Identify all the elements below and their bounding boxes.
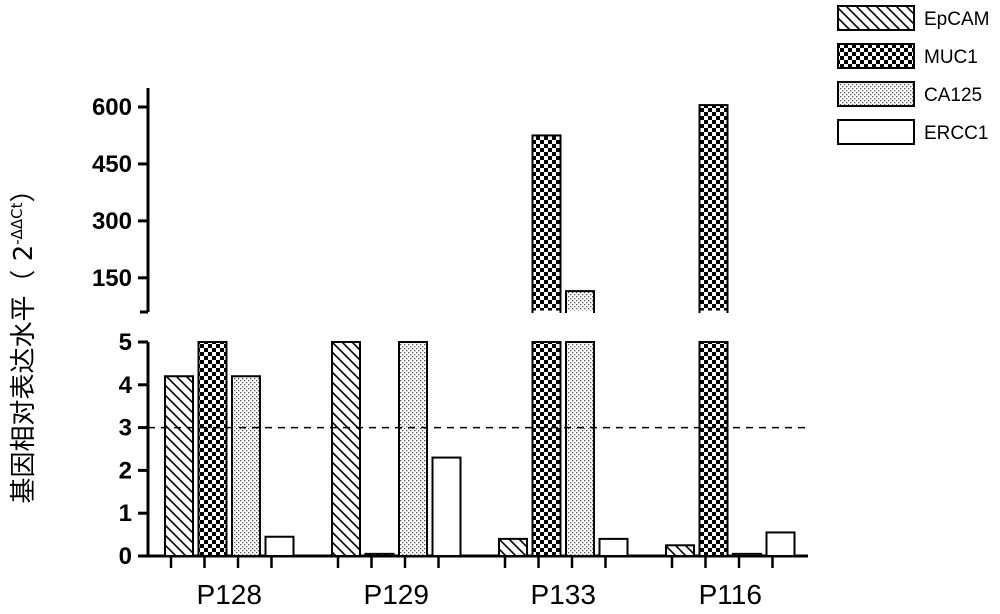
bar-ercc1-p116 <box>767 532 795 556</box>
bar-muc1-p116 <box>700 342 728 556</box>
x-axis-labels: P128 P129 P133 P116 <box>171 556 773 610</box>
y-tick-label-upper: 600 <box>92 94 132 121</box>
bar-ercc1-p129 <box>433 458 461 556</box>
bar-ca125-p116 <box>733 554 761 556</box>
bar-epcam-p133 <box>499 539 527 556</box>
bar-muc1-p129 <box>366 554 394 556</box>
bar-ca125-p133 <box>566 342 594 556</box>
y-axis-label-formula-close: ） <box>9 176 39 202</box>
y-tick-label-upper: 450 <box>92 151 132 178</box>
legend-label-epcam: EpCAM <box>924 9 989 30</box>
legend-swatch-ercc1 <box>838 120 914 144</box>
y-tick-label-lower: 4 <box>119 372 133 399</box>
x-tick-label-p133: P133 <box>531 579 596 610</box>
y-tick-label-lower: 1 <box>119 500 132 527</box>
y-axis-label-main: 基因相对表达水平 <box>9 296 39 504</box>
y-tick-label-upper: 150 <box>92 265 132 292</box>
legend: EpCAM MUC1 CA125 ERCC1 <box>838 6 989 144</box>
x-tick-label-p128: P128 <box>197 579 262 610</box>
x-tick-label-p116: P116 <box>699 579 762 610</box>
x-tick-label-p129: P129 <box>364 579 429 610</box>
y-axis-label-formula-open: （ 2 <box>9 245 39 296</box>
y-tick-label-lower: 5 <box>119 329 132 356</box>
legend-label-ercc1: ERCC1 <box>924 123 988 144</box>
bar-ercc1-p128 <box>266 537 294 556</box>
y-axis-label-formula-exp: -ΔΔCt <box>8 202 26 244</box>
bar-epcam-p129 <box>332 342 360 556</box>
svg-text:基因相对表达水平（ 2-ΔΔCt）: 基因相对表达水平（ 2-ΔΔCt） <box>8 176 39 503</box>
y-tick-label-lower: 0 <box>119 543 132 570</box>
bar-ca125-p128 <box>232 376 260 556</box>
bar-ca125-p129 <box>399 342 427 556</box>
bar-epcam-p128 <box>165 376 193 556</box>
bar-ercc1-p133 <box>600 539 628 556</box>
y-axis-label: 基因相对表达水平（ 2-ΔΔCt） <box>8 176 39 503</box>
bar-muc1-p116-upper <box>700 105 728 312</box>
legend-swatch-ca125 <box>838 82 914 106</box>
bars <box>165 105 795 556</box>
bar-muc1-p133 <box>533 342 561 556</box>
bar-muc1-p133-upper <box>533 135 561 312</box>
y-tick-label-upper: 300 <box>92 208 132 235</box>
bar-muc1-p128 <box>199 342 227 556</box>
legend-label-ca125: CA125 <box>924 85 982 106</box>
y-tick-label-lower: 3 <box>119 415 132 442</box>
legend-swatch-epcam <box>838 6 914 30</box>
bar-epcam-p116 <box>666 545 694 556</box>
y-tick-label-lower: 2 <box>119 457 132 484</box>
legend-swatch-muc1 <box>838 44 914 68</box>
legend-label-muc1: MUC1 <box>924 47 978 68</box>
bar-ca125-p133-upper <box>566 291 594 312</box>
